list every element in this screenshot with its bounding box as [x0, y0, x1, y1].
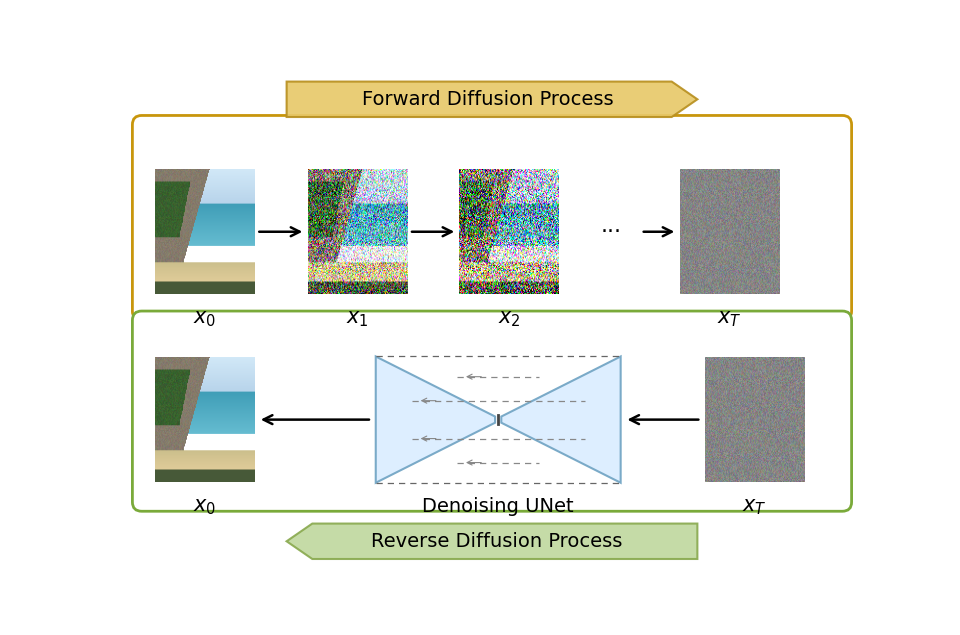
- Text: $x_0$: $x_0$: [193, 309, 216, 329]
- FancyBboxPatch shape: [132, 116, 852, 320]
- Text: Reverse Diffusion Process: Reverse Diffusion Process: [371, 531, 622, 551]
- Text: $x_T$: $x_T$: [742, 497, 767, 517]
- Text: $x_1$: $x_1$: [346, 309, 369, 329]
- Polygon shape: [501, 356, 621, 483]
- Text: Forward Diffusion Process: Forward Diffusion Process: [362, 90, 613, 109]
- Polygon shape: [287, 524, 697, 559]
- Text: $x_2$: $x_2$: [497, 309, 520, 329]
- Text: Denoising UNet: Denoising UNet: [422, 497, 574, 516]
- Polygon shape: [287, 81, 697, 117]
- FancyBboxPatch shape: [132, 311, 852, 511]
- Text: ···: ···: [601, 222, 622, 242]
- Polygon shape: [375, 356, 495, 483]
- Text: $x_T$: $x_T$: [717, 309, 741, 329]
- Text: $x_0$: $x_0$: [193, 497, 216, 517]
